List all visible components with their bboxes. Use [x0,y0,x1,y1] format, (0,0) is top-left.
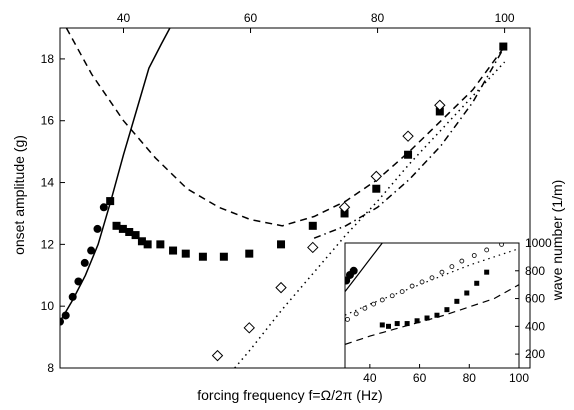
main-curve-dotted [234,61,506,368]
main-point-filled-circle [68,292,77,301]
inset-point-open-circle [362,305,368,311]
inset-curve-dashed [345,284,519,345]
main-point-filled-square [106,197,115,206]
main-point-open-diamond [338,201,351,213]
inset-point-filled-square [444,307,450,313]
main-point-open-diamond [307,241,319,254]
main-point-filled-square [143,240,152,249]
inset-background [345,243,519,368]
main-point-filled-circle [99,203,108,212]
x-top-tick-label: 100 [495,11,515,25]
inset-y-tick-label: 400 [525,319,545,333]
inset-point-open-circle [459,258,465,264]
inset-x-tick-label: 60 [413,371,427,385]
inset-point-open-circle [429,275,435,281]
main-point-open-diamond [370,170,383,183]
main-point-open-diamond [211,349,224,362]
main-point-filled-square [372,184,381,193]
inset-curve-solid [345,243,383,292]
main-point-filled-square [499,42,508,51]
main-point-filled-square [137,237,146,246]
y-tick-label: 16 [41,114,55,128]
inset-x-tick-label: 100 [509,371,529,385]
main-point-filled-square [435,107,444,116]
y-tick-label: 18 [41,52,55,66]
inset-point-filled-square [394,321,400,327]
inset-point-open-circle [471,253,477,258]
inset-point-filled-square [464,290,470,296]
inset-y-tick-label: 200 [525,347,545,361]
inset-y-axis-title: wave number (1/m) [549,180,565,302]
inset-point-filled-square [404,321,410,327]
main-point-filled-square [169,246,178,255]
main-point-filled-square [277,240,286,249]
main-point-filled-circle [61,311,70,320]
main-point-filled-circle [93,224,102,233]
main-point-filled-square [198,252,207,261]
main-point-filled-circle [74,277,83,286]
main-plot: 8 10 12 14 16 18 40 60 80 100 [41,11,531,375]
inset-point-open-circle [449,264,455,270]
y-tick-label: 10 [41,299,55,313]
inset-plot: 40 60 80 100 200 400 600 800 1000 [344,236,552,385]
main-curve-dash-dot [313,46,506,239]
main-point-filled-square [156,240,165,249]
y-tick-label: 14 [41,176,55,190]
main-point-open-diamond [275,281,287,294]
x-axis-title: forcing frequency f=Ω/2π (Hz) [197,387,382,403]
main-point-filled-square [245,249,254,258]
main-point-filled-square [125,228,134,236]
main-point-filled-square [181,249,190,258]
x-top-tick-label: 60 [244,11,258,25]
main-point-filled-circle [60,317,64,326]
inset-point-filled-square [434,312,440,318]
main-point-filled-square [308,221,317,230]
inset-point-open-circle [484,247,490,253]
y-tick-label: 8 [47,361,54,375]
main-curve-solid [60,28,171,322]
main-point-filled-square [340,209,349,218]
inset-y-tick-label: 1000 [525,236,552,250]
y-tick-label: 12 [41,237,55,251]
main-point-filled-square [118,224,127,233]
inset-x-tick-label: 40 [363,371,377,385]
main-point-open-diamond [434,99,446,111]
inset-point-filled-square [414,318,420,324]
inset-point-open-circle [389,293,395,299]
inset-point-open-circle [371,301,376,307]
inset-point-filled-square [379,322,385,328]
main-point-filled-square [404,150,413,159]
main-point-filled-circle [80,258,89,267]
inset-point-open-circle [409,283,415,289]
inset-point-open-circle [345,316,350,322]
inset-point-filled-square [424,315,430,321]
inset-point-open-circle [379,297,385,303]
inset-point-open-circle [353,311,359,317]
inset-point-filled-square [454,298,460,304]
inset-point-filled-square [484,269,490,275]
inset-point-open-circle [419,279,425,285]
main-point-open-diamond [243,322,255,334]
x-top-tick-label: 80 [371,11,385,25]
main-frame [59,27,531,369]
inset-y-tick-label: 800 [525,264,545,278]
inset-point-filled-square [386,323,391,329]
inset-y-tick-label: 600 [525,292,545,306]
inset-frame [344,242,520,369]
main-curve-dashed [65,28,506,227]
inset-point-open-circle [439,269,445,275]
main-point-filled-square [112,221,121,230]
y-axis-title: onset amplitude (g) [11,135,27,255]
main-point-filled-square [219,252,228,261]
inset-x-tick-label: 80 [463,371,477,385]
inset-point-filled-square [474,280,480,286]
x-top-tick-label: 40 [117,11,131,25]
main-point-open-diamond [402,130,414,142]
inset-point-open-circle [499,243,504,247]
inset-point-filled-circle [349,266,358,275]
main-point-filled-square [131,231,140,240]
main-point-filled-circle [87,246,96,255]
inset-point-open-circle [399,289,405,295]
